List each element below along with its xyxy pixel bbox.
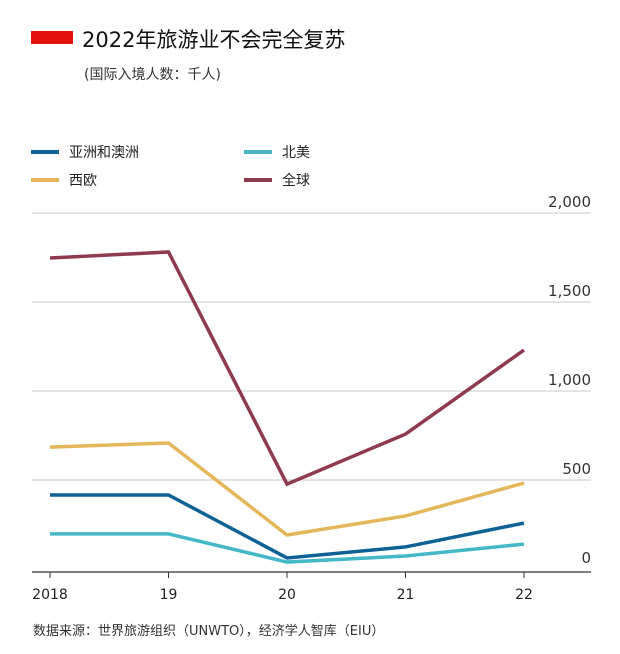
legend-swatch [244,150,272,154]
series-line-2 [49,441,525,537]
legend-item-asia: 亚洲和澳洲 [31,142,139,162]
x-tick-label: 20 [278,587,296,603]
chart-title: 2022年旅游业不会完全复苏 [82,28,346,52]
legend-item-north-america: 北美 [244,142,310,162]
legend-swatch [31,178,59,182]
x-tick-label: 19 [160,587,178,603]
x-tick-label: 22 [515,587,533,603]
y-tick-label: 0 [581,549,591,567]
y-tick-label: 1,000 [548,371,591,389]
series-line-1 [50,532,525,564]
series-line-0 [50,493,525,560]
y-tick-label: 1,500 [548,282,591,300]
legend-label: 亚洲和澳洲 [69,145,139,161]
legend-label: 全球 [282,173,310,189]
legend-swatch [244,178,272,182]
legend-swatch [31,150,59,154]
legend-label: 北美 [282,145,310,161]
y-tick-label: 2,000 [548,193,591,211]
legend-item-western-europe: 西欧 [31,170,97,190]
legend-item-global: 全球 [244,170,310,190]
y-tick-label: 500 [562,460,591,478]
series-line-3 [49,250,526,487]
source-note: 数据来源：世界旅游组织（UNWTO），经济学人智库（EIU） [33,624,385,639]
x-tick-label: 2018 [32,587,68,603]
x-tick-label: 21 [397,587,415,603]
brand-bar [31,31,73,44]
legend-label: 西欧 [69,173,97,189]
chart-subtitle: (国际入境人数：千人) [84,67,221,83]
